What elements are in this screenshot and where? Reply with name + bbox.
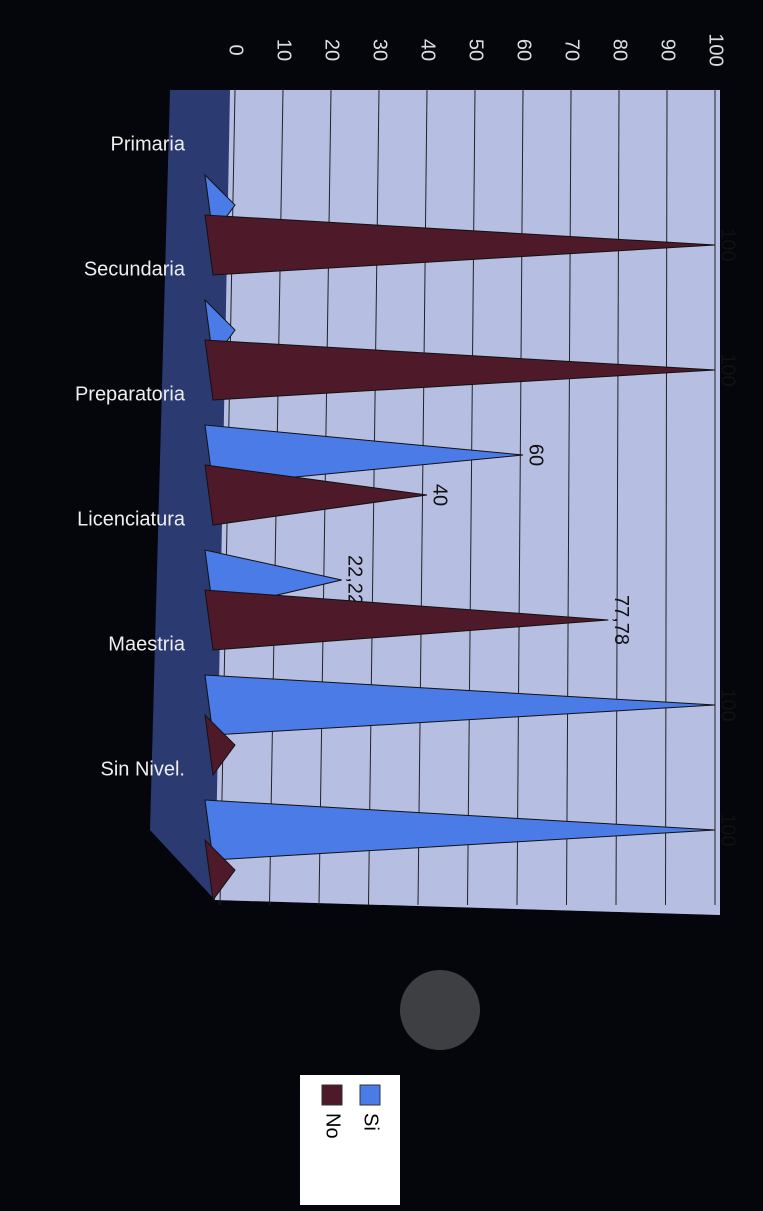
data-label: 77,78 bbox=[610, 595, 632, 645]
data-label: 100 bbox=[717, 813, 739, 846]
background-logo bbox=[400, 970, 480, 1050]
category-label: Secundaria bbox=[84, 258, 186, 280]
cone bbox=[204, 424, 524, 486]
y-tick-label: 40 bbox=[417, 39, 439, 61]
legend: Si No bbox=[300, 1075, 400, 1205]
category-label: Sin Nivel. bbox=[101, 758, 185, 780]
cone bbox=[204, 464, 428, 526]
y-tick-label: 10 bbox=[273, 39, 295, 61]
y-tick-label: 20 bbox=[321, 39, 343, 61]
grid-line bbox=[566, 89, 572, 906]
cone bbox=[204, 713, 236, 777]
grid-line bbox=[516, 89, 524, 906]
y-tick-label: 50 bbox=[465, 39, 487, 61]
cone bbox=[204, 674, 716, 736]
legend-swatch bbox=[359, 1084, 381, 1106]
y-tick-label: 100 bbox=[705, 33, 727, 66]
y-tick-label: 70 bbox=[561, 39, 583, 61]
category-label: Primaria bbox=[111, 133, 186, 155]
data-label: 100 bbox=[717, 228, 739, 261]
category-label: Maestria bbox=[108, 633, 186, 655]
category-label: Licenciatura bbox=[77, 508, 186, 530]
cone bbox=[204, 214, 716, 276]
grid-line bbox=[665, 89, 668, 906]
grid-line bbox=[467, 89, 476, 906]
legend-label: Si bbox=[360, 1113, 382, 1131]
y-tick-label: 0 bbox=[225, 44, 247, 55]
y-tick-label: 80 bbox=[609, 39, 631, 61]
grid-line bbox=[417, 89, 428, 906]
cone bbox=[204, 799, 716, 861]
y-tick-label: 90 bbox=[657, 39, 679, 61]
y-tick-label: 30 bbox=[369, 39, 391, 61]
category-label: Preparatoria bbox=[75, 383, 186, 405]
cone bbox=[204, 339, 716, 401]
data-label: 60 bbox=[525, 444, 547, 466]
y-tick-label: 60 bbox=[513, 39, 535, 61]
data-label: 40 bbox=[429, 484, 451, 506]
legend-box bbox=[300, 1075, 400, 1205]
data-label: 100 bbox=[717, 688, 739, 721]
data-label: 100 bbox=[717, 353, 739, 386]
cone bbox=[204, 589, 609, 651]
data-label: 22,22 bbox=[343, 555, 365, 605]
legend-swatch bbox=[321, 1084, 343, 1106]
cone bbox=[204, 838, 236, 902]
grid-line bbox=[615, 89, 620, 906]
legend-label: No bbox=[322, 1113, 344, 1139]
